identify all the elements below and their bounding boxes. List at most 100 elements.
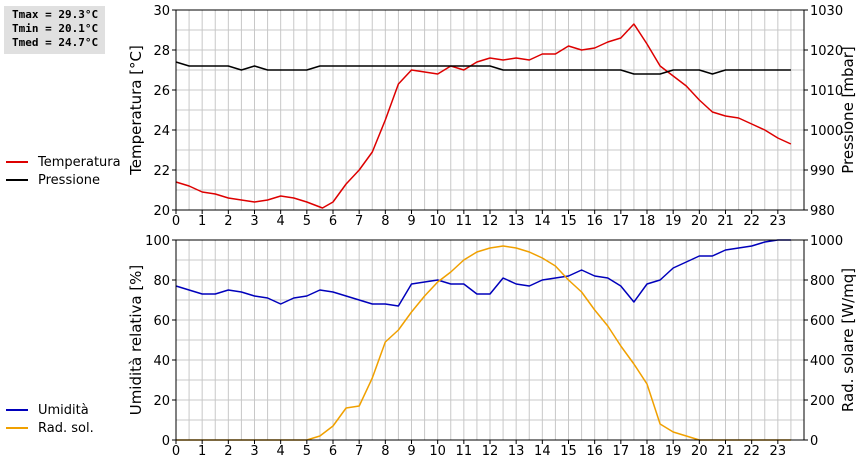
x-tick-label: 21 [717,444,734,459]
x-tick-label: 17 [613,444,630,459]
left-tick-label: 26 [153,84,170,99]
humidity-swatch [6,409,28,411]
x-tick-label: 7 [355,444,363,459]
legend-item-radiation: Rad. sol. [6,419,94,437]
x-tick-label: 5 [303,444,311,459]
left-tick-label: 28 [153,44,170,59]
x-tick-label: 19 [665,214,682,229]
x-tick-label: 17 [613,214,630,229]
tmed-label: Tmed = 24.7°C [12,36,99,49]
legend-label-pressure: Pressione [38,172,101,188]
x-tick-label: 2 [224,444,232,459]
right-tick-label: 200 [810,394,835,409]
left-tick-label: 20 [153,204,170,219]
x-tick-label: 16 [586,444,603,459]
x-tick-label: 8 [381,444,389,459]
right-tick-label: 980 [810,204,835,219]
bottom-chart: 0 1 2 3 4 5 6 7 8 9 10 11 12 13 14 15 16 17 18 19 20 21 22 2302… [127,234,857,459]
left-tick-label: 20 [153,394,170,409]
x-tick-label: 10 [429,444,446,459]
top-chart: 0 1 2 3 4 5 6 7 8 9 10 11 12 13 14 15 16 17 18 19 20 21 22 2320… [127,4,857,229]
x-tick-label: 5 [303,214,311,229]
series-line-rad-sol [176,245,791,441]
left-axis-label: Umidità relativa [%] [127,265,145,416]
pressure-swatch [6,179,28,181]
left-tick-label: 40 [153,354,170,369]
legend-top: Temperatura Pressione [6,153,121,189]
right-tick-label: 1020 [810,44,843,59]
x-tick-label: 12 [482,214,499,229]
left-tick-label: 100 [145,234,170,249]
x-tick-label: 18 [639,214,656,229]
tmax-label: Tmax = 29.3°C [12,8,99,21]
x-tick-label: 22 [743,214,760,229]
x-tick-label: 14 [534,444,551,459]
right-tick-label: 0 [810,434,818,449]
x-tick-label: 4 [277,214,285,229]
x-tick-label: 23 [770,214,787,229]
x-tick-label: 4 [277,444,285,459]
x-tick-label: 1 [198,444,206,459]
series-line-temperatura [175,23,792,209]
x-tick-label: 18 [639,444,656,459]
legend-label-humidity: Umidità [38,402,89,418]
x-tick-label: 6 [329,444,337,459]
series-line-pressione [175,61,791,75]
x-tick-label: 9 [407,444,415,459]
right-tick-label: 1010 [810,84,843,99]
tmin-label: Tmin = 20.1°C [12,22,99,35]
x-tick-label: 9 [407,214,415,229]
x-tick-label: 16 [586,214,603,229]
x-tick-label: 2 [224,214,232,229]
x-tick-label: 22 [743,444,760,459]
left-axis-label: Temperatura [°C] [127,45,145,176]
legend-label-radiation: Rad. sol. [38,420,94,436]
radiation-swatch [6,427,28,429]
x-tick-label: 11 [456,214,473,229]
right-axis-label: Rad. solare [W/mq] [839,268,857,412]
x-tick-label: 12 [482,444,499,459]
x-tick-label: 14 [534,214,551,229]
left-tick-label: 0 [162,434,170,449]
x-tick-label: 0 [172,444,180,459]
x-tick-label: 20 [691,444,708,459]
right-tick-label: 990 [810,164,835,179]
x-tick-label: 13 [508,214,525,229]
right-tick-label: 600 [810,314,835,329]
right-tick-label: 400 [810,354,835,369]
series-line-umidit [175,239,791,307]
x-tick-label: 7 [355,214,363,229]
legend-item-pressure: Pressione [6,171,121,189]
left-tick-label: 24 [153,124,170,139]
right-tick-label: 800 [810,274,835,289]
x-tick-label: 8 [381,214,389,229]
right-tick-label: 1000 [810,124,843,139]
stats-box: Tmax = 29.3°C Tmin = 20.1°C Tmed = 24.7°… [4,6,105,54]
x-tick-label: 10 [429,214,446,229]
legend-label-temperature: Temperatura [38,154,121,170]
x-tick-label: 1 [198,214,206,229]
x-tick-label: 3 [250,444,258,459]
left-tick-label: 30 [153,4,170,19]
temperature-swatch [6,161,28,163]
right-tick-label: 1030 [810,4,843,19]
legend-item-humidity: Umidità [6,401,94,419]
right-axis-label: Pressione [mbar] [839,46,857,174]
legend-item-temperature: Temperatura [6,153,121,171]
x-tick-label: 21 [717,214,734,229]
right-tick-label: 1000 [810,234,843,249]
x-tick-label: 23 [770,444,787,459]
x-tick-label: 11 [456,444,473,459]
x-tick-label: 15 [560,214,577,229]
x-tick-label: 6 [329,214,337,229]
x-tick-label: 0 [172,214,180,229]
left-tick-label: 22 [153,164,170,179]
x-tick-label: 19 [665,444,682,459]
left-tick-label: 60 [153,314,170,329]
left-tick-label: 80 [153,274,170,289]
x-tick-label: 15 [560,444,577,459]
x-tick-label: 13 [508,444,525,459]
legend-bottom: Umidità Rad. sol. [6,401,94,437]
x-tick-label: 3 [250,214,258,229]
